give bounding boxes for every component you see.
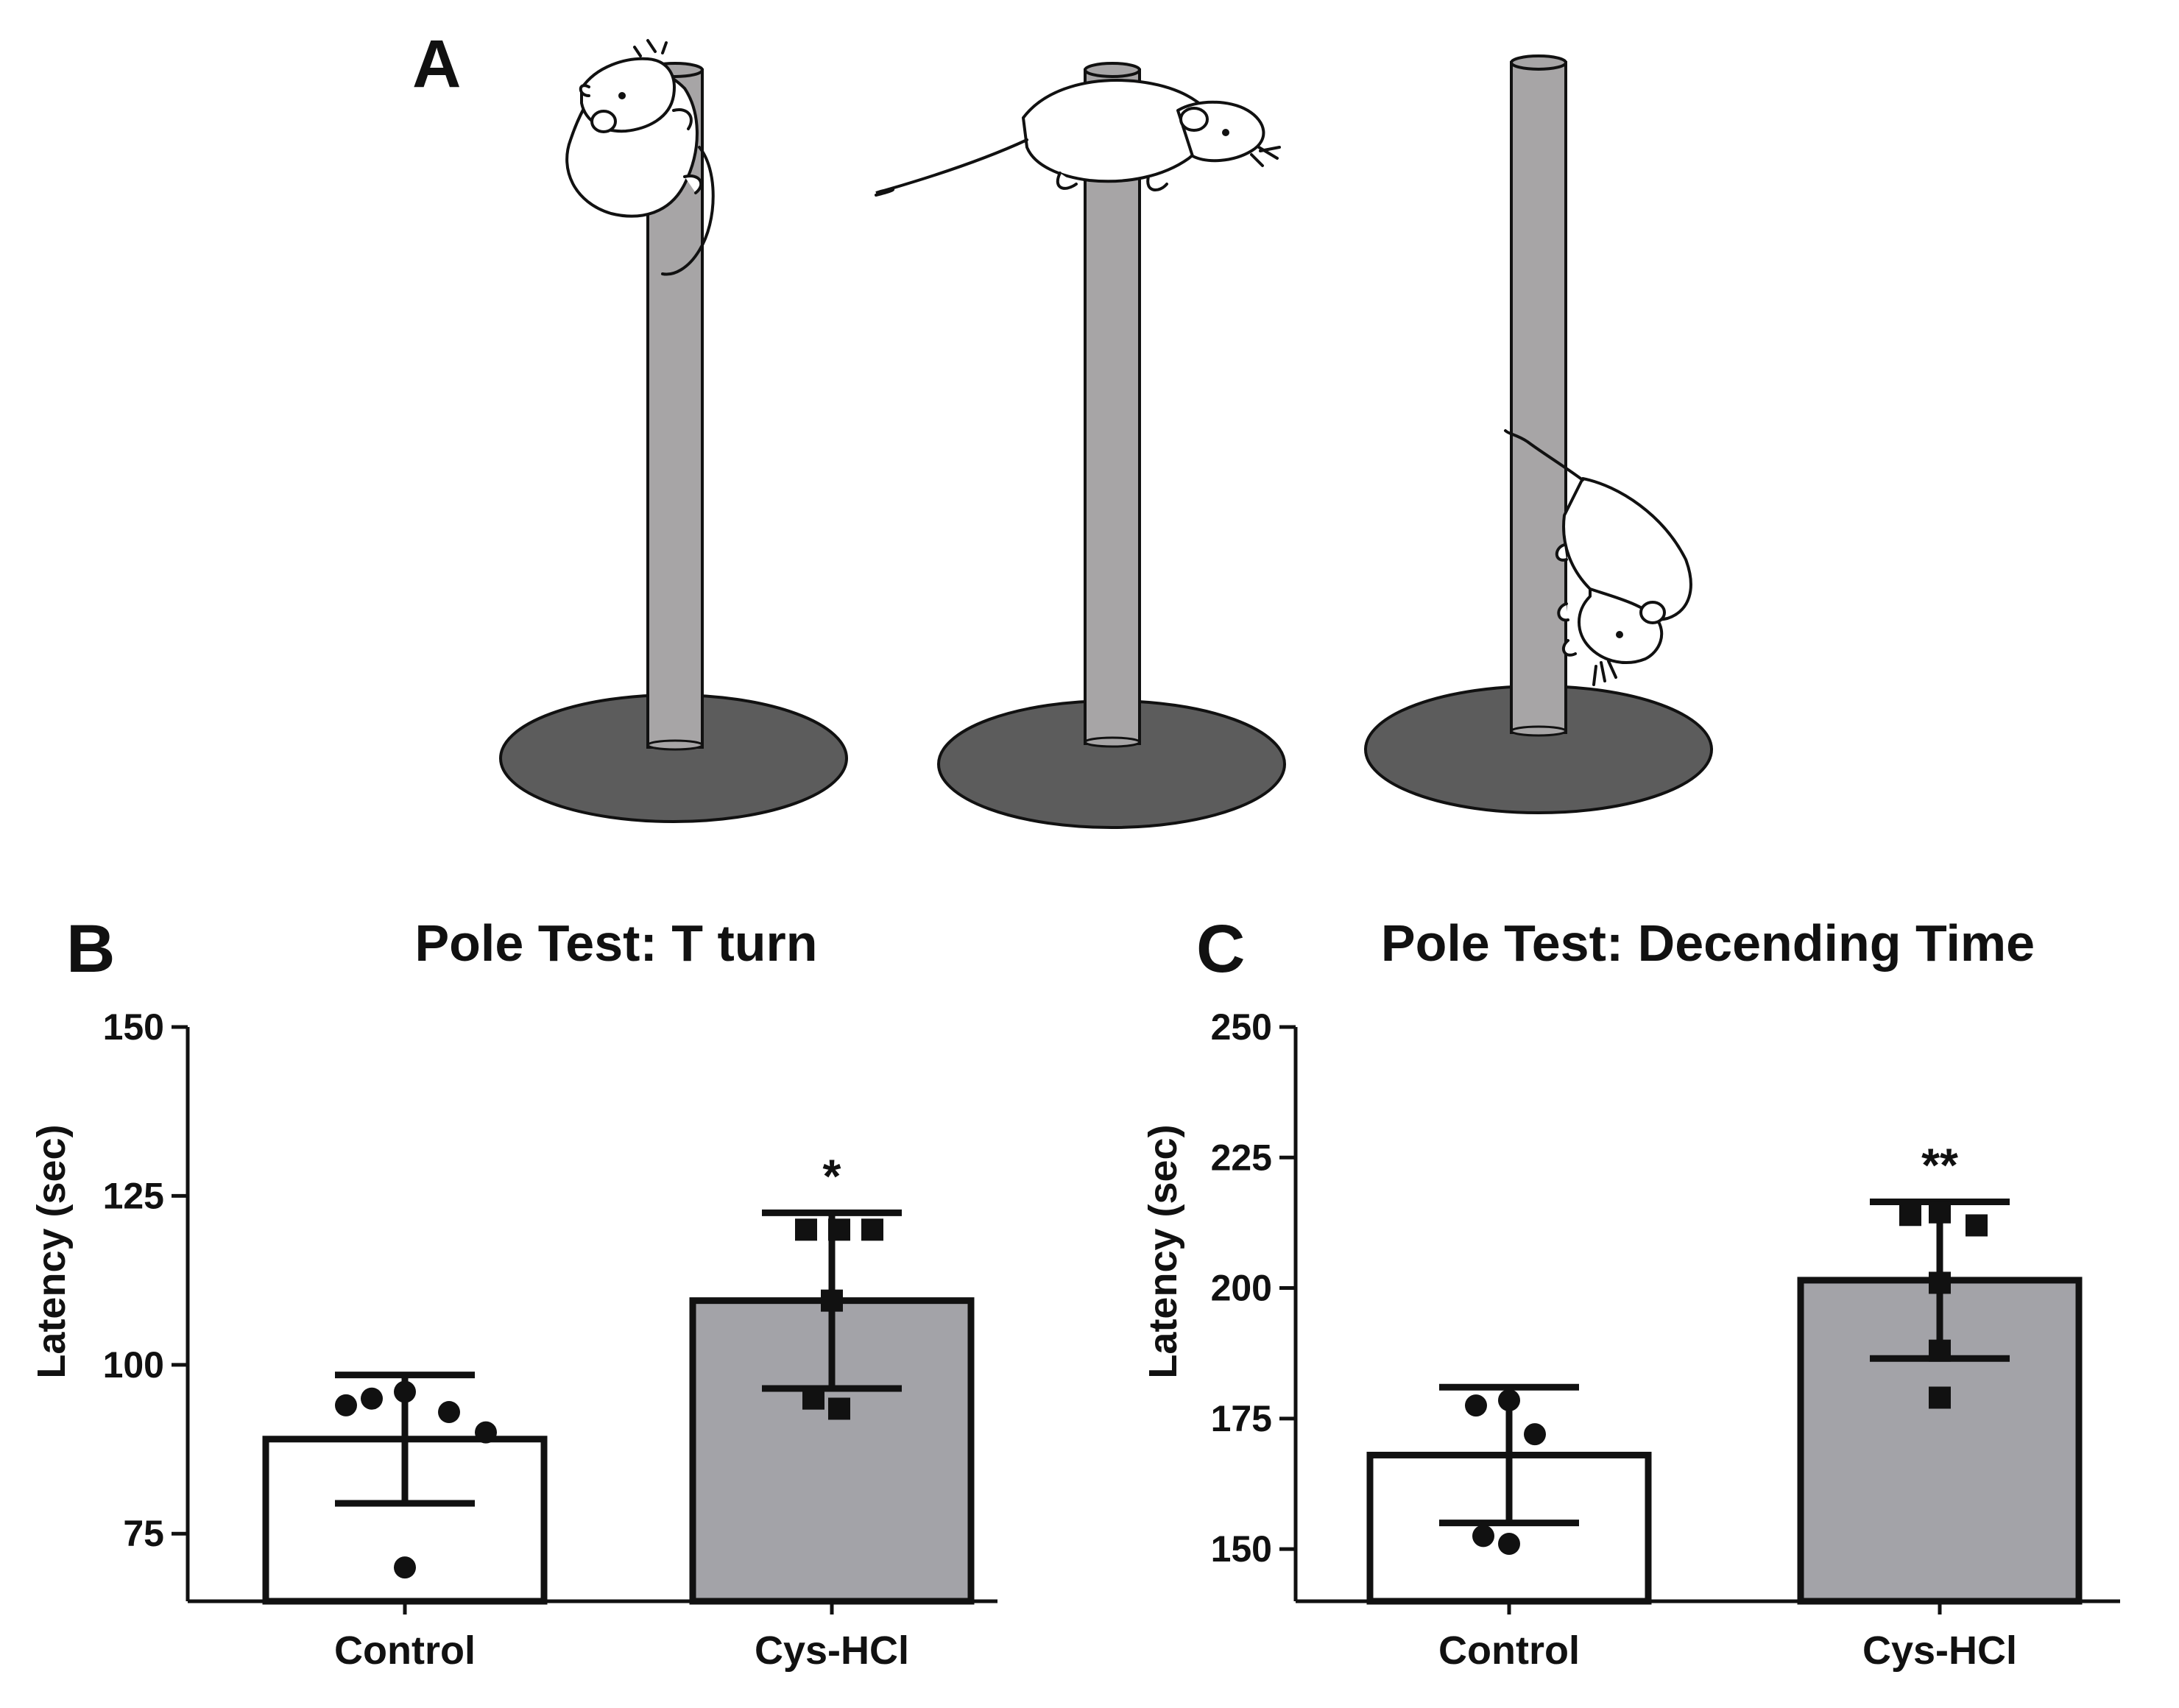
pole-bottom-cap: [1084, 736, 1141, 748]
pole-descend: [1364, 54, 1713, 814]
data-point: [1929, 1271, 1951, 1294]
data-point: [394, 1556, 416, 1579]
y-tick-label: 150: [103, 1006, 164, 1048]
y-tick-label: 200: [1211, 1268, 1272, 1309]
bar-control: [1366, 1451, 1652, 1605]
data-point: [1498, 1533, 1520, 1555]
x-tick-label: Cys-HCl: [1862, 1628, 2017, 1673]
y-tick-label: 150: [1211, 1528, 1272, 1570]
data-point: [1498, 1389, 1520, 1411]
pole-climb: [499, 39, 848, 823]
x-tick-label: Control: [1438, 1628, 1580, 1673]
rat-descending-icon: [1504, 429, 1692, 686]
y-tick-label: 175: [1211, 1398, 1272, 1439]
data-point: [821, 1289, 843, 1312]
y-tick-label: 100: [103, 1344, 164, 1386]
chart-c-plot: 150 175 200 225 250 Control Cys-HCl **: [1211, 1006, 2120, 1673]
chart-b-plot: 75 100 125 150 Control Cys-HCl *: [103, 1006, 997, 1673]
pole-bottom-cap: [646, 739, 704, 751]
data-point: [828, 1218, 850, 1241]
data-point: [438, 1401, 460, 1424]
pole-top-cap: [1510, 54, 1567, 71]
data-point: [1524, 1423, 1546, 1446]
panel-label-b: B: [66, 911, 115, 987]
pole-top: [875, 62, 1286, 829]
panel-label-c: C: [1196, 911, 1245, 987]
panel-label-a: A: [412, 27, 461, 102]
y-tick-label: 125: [103, 1175, 164, 1216]
significance-label: **: [1921, 1139, 1958, 1192]
y-tick-label: 225: [1211, 1137, 1272, 1178]
data-point: [335, 1394, 357, 1416]
x-tick-label: Cys-HCl: [755, 1628, 909, 1673]
y-axis-label-b: Latency (sec): [29, 1124, 74, 1378]
data-point: [802, 1387, 824, 1410]
data-point: [361, 1387, 383, 1410]
data-point: [1899, 1204, 1921, 1227]
data-point: [861, 1218, 883, 1241]
y-axis-label-c: Latency (sec): [1141, 1124, 1185, 1378]
x-tick-label: Control: [334, 1628, 476, 1673]
data-point: [475, 1421, 497, 1444]
data-point: [1966, 1214, 1988, 1237]
rat-on-top-icon: [875, 79, 1281, 197]
data-point: [1472, 1525, 1494, 1548]
chart-title-c: Pole Test: Decending Time: [1381, 914, 2035, 972]
pole-top-cap: [1084, 62, 1141, 78]
data-point: [1929, 1386, 1951, 1409]
significance-label: *: [823, 1149, 841, 1202]
data-point: [1929, 1201, 1951, 1224]
data-point: [828, 1397, 850, 1420]
y-tick-label: 75: [123, 1513, 164, 1554]
pole-bottom-cap: [1510, 725, 1567, 737]
data-point: [1465, 1394, 1487, 1417]
data-point: [795, 1218, 817, 1241]
data-point: [1929, 1339, 1951, 1362]
rat-climbing-up-icon: [565, 39, 715, 276]
y-tick-label: 250: [1211, 1006, 1272, 1048]
pole-shaft: [1510, 61, 1567, 734]
data-point: [394, 1380, 416, 1403]
chart-title-b: Pole Test: T turn: [414, 914, 817, 972]
